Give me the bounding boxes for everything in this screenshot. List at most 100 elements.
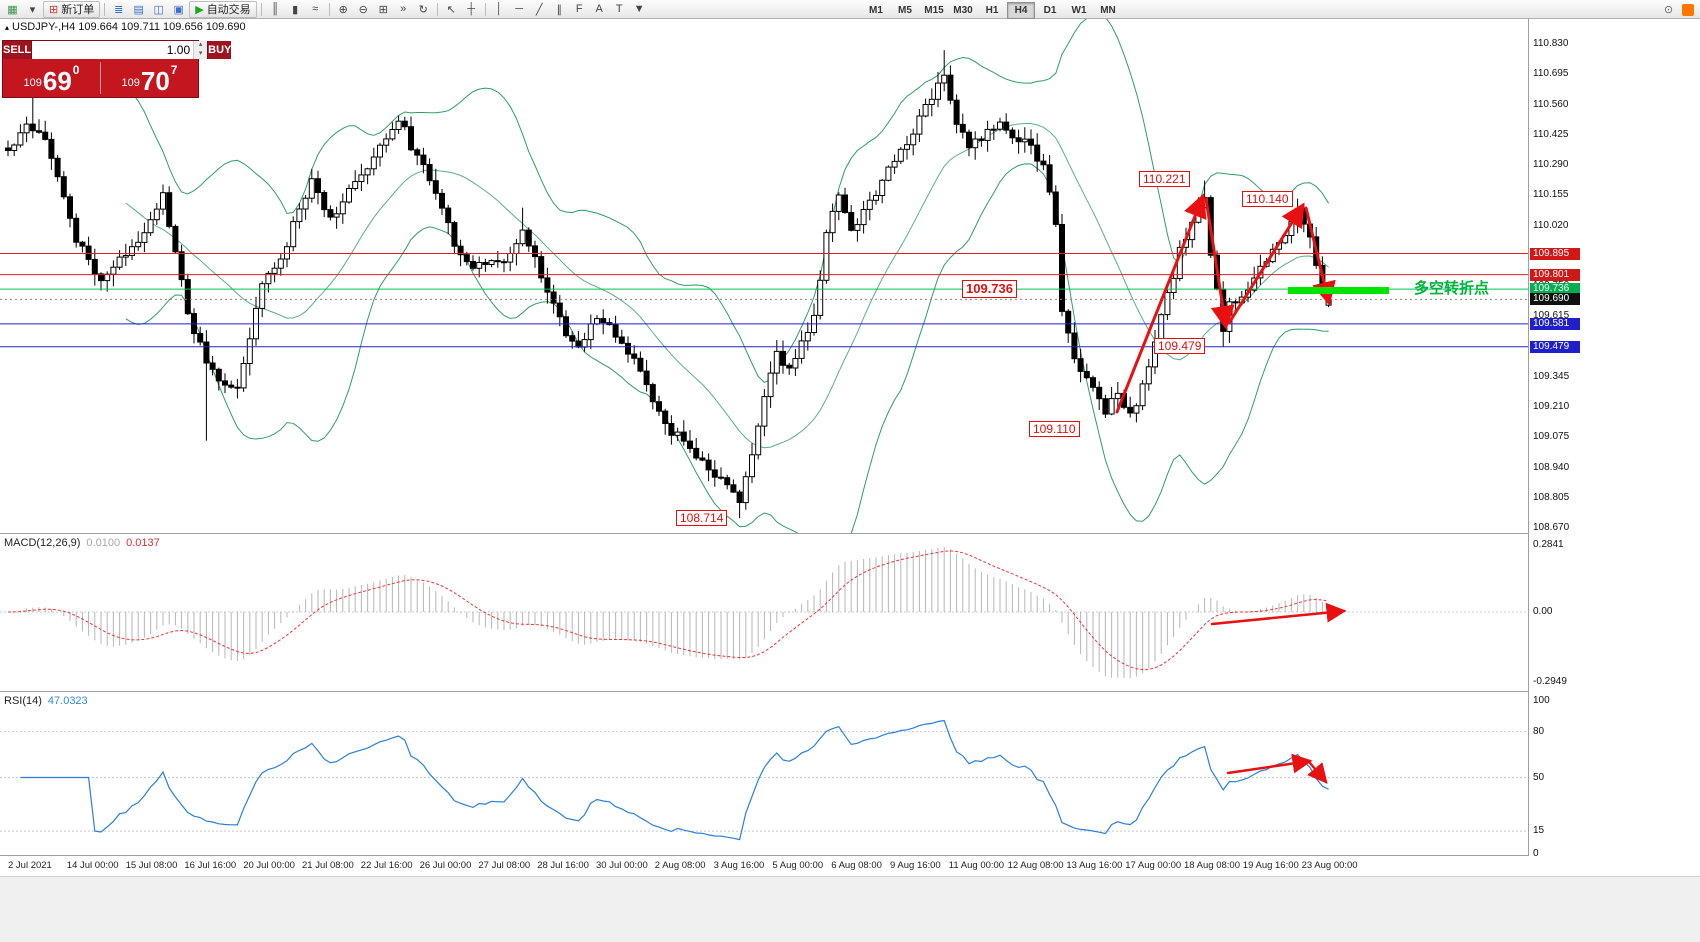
price-annotation[interactable]: 108.714: [676, 510, 728, 526]
price-scale[interactable]: 110.830 110.695 110.560 110.425 110.290 110.1…: [1529, 19, 1700, 859]
bar-chart-type-icon[interactable]: ║: [266, 2, 285, 17]
buy-price-pips: 70: [140, 66, 170, 96]
auto-trading-button[interactable]: ▶ 自动交易: [189, 0, 257, 18]
time-label: 17 Aug 00:00: [1125, 860, 1182, 871]
new-order-button: ⊞: [49, 3, 59, 16]
rsi-scale-tick: 15: [1533, 825, 1545, 837]
auto-scroll-icon[interactable]: »: [394, 2, 413, 17]
timeframe-d1-button[interactable]: D1: [1043, 5, 1057, 16]
fibonacci-icon[interactable]: F: [570, 2, 589, 17]
auto-scroll-icon: »: [400, 3, 407, 15]
price-tick: 110.020: [1533, 219, 1569, 231]
buy-price[interactable]: 109 70 7: [101, 59, 198, 97]
market-watch-icon[interactable]: ≣: [109, 2, 128, 17]
horizontal-line-icon[interactable]: ─: [510, 2, 529, 17]
data-window-icon[interactable]: ▤: [129, 2, 148, 17]
timeframe-w1-button[interactable]: W1: [1071, 5, 1087, 16]
sell-button[interactable]: SELL: [3, 41, 32, 59]
toolbar-separator: [484, 2, 486, 16]
candle-wicks: [7, 50, 1330, 519]
price-annotation[interactable]: 110.140: [1242, 191, 1293, 207]
cursor-icon[interactable]: ↖: [442, 2, 461, 17]
price-annotation[interactable]: 110.221: [1139, 171, 1190, 187]
price-flag: 109.895: [1530, 247, 1580, 260]
rsi-panel[interactable]: [0, 692, 1528, 855]
vertical-line-icon[interactable]: │: [490, 2, 509, 17]
macd-panel[interactable]: [0, 534, 1528, 691]
auto-trading-button-label: 自动交易: [206, 4, 251, 16]
toolbar: ▦ ▾ ⊞ 新订单 ≣ ▤ ◫ ▣ ▶ 自动交易 ║ ▮ ≈ ⊕ ⊖ ⊞» ↻ ↖ ┼ │ ─ ╱ ∥ F A T ▼ M1 M5 M1…: [0, 0, 1700, 19]
price-tick: 109.345: [1533, 370, 1570, 382]
auto-trading-button: ▶: [195, 3, 204, 16]
toolbar-right-icons: ⊙: [1659, 2, 1694, 17]
price-axis-border: [1528, 19, 1529, 856]
timeframe-m5-button[interactable]: M5: [898, 5, 912, 16]
time-label: 28 Jul 16:00: [537, 860, 589, 871]
navigator-icon[interactable]: ◫: [149, 2, 168, 17]
price-flag: 109.736: [1530, 283, 1580, 296]
timeframe-m1-button[interactable]: M1: [869, 5, 883, 16]
sell-price[interactable]: 109 69 0: [3, 59, 100, 97]
volume-input[interactable]: [32, 41, 194, 59]
arrows-dropdown-icon[interactable]: ▼: [630, 2, 649, 17]
tile-windows-icon[interactable]: ⊞: [374, 2, 393, 17]
label-icon[interactable]: T: [610, 2, 629, 17]
time-label: 3 Aug 16:00: [713, 860, 765, 871]
macd-signal-value: 0.0137: [126, 537, 160, 549]
channel-icon[interactable]: ∥: [550, 2, 569, 17]
trendline-icon[interactable]: ╱: [530, 2, 549, 17]
price-tick: 110.830: [1533, 38, 1569, 49]
sell-price-pips: 69: [42, 66, 72, 96]
market-watch-icon: ≣: [114, 3, 124, 16]
main-chart[interactable]: [0, 19, 1528, 533]
turning-point-bar[interactable]: [1288, 287, 1389, 294]
notification-badge-icon[interactable]: [1682, 3, 1694, 16]
price-tick: 108.805: [1533, 491, 1570, 503]
vertical-line-icon: │: [495, 3, 503, 15]
time-label: 2 Aug 08:00: [654, 860, 706, 871]
price-annotation[interactable]: 109.736: [962, 280, 1017, 298]
buy-button[interactable]: BUY: [208, 41, 232, 59]
bollinger-bands: [125, 19, 1330, 533]
zoom-out-icon[interactable]: ⊖: [354, 2, 373, 17]
tile-windows-icon: ⊞: [378, 3, 388, 16]
line-chart-type-icon[interactable]: ≈: [306, 2, 325, 17]
sell-price-point: 0: [72, 63, 80, 77]
volume-spinner: ▴ ▾: [193, 41, 208, 59]
buy-price-figure: 109: [121, 77, 140, 89]
panel-separator[interactable]: [0, 691, 1700, 692]
one-click-trading-panel: SELL ▴ ▾ BUY 109 69 0 109 70 7: [2, 40, 232, 98]
text-icon[interactable]: A: [590, 2, 609, 17]
price-annotation[interactable]: 109.110: [1029, 421, 1080, 437]
volume-down-button[interactable]: ▾: [194, 50, 208, 59]
new-order-button[interactable]: ⊞ 新订单: [43, 0, 101, 18]
data-window-icon: ▤: [133, 3, 144, 16]
terminal-icon[interactable]: ▣: [169, 2, 188, 17]
chart-shift-icon[interactable]: ↻: [414, 2, 433, 17]
crosshair-icon[interactable]: ┼: [462, 2, 481, 17]
time-label: 9 Aug 16:00: [890, 860, 941, 871]
chart-list-dropdown-icon[interactable]: ▾: [23, 2, 42, 17]
turning-point-label[interactable]: 多空转折点: [1414, 280, 1490, 297]
rsi-scale-tick: 50: [1533, 771, 1545, 783]
timeframe-h1-button[interactable]: H1: [985, 5, 999, 16]
zoom-in-icon[interactable]: ⊕: [334, 2, 353, 17]
timeframe-m15-button[interactable]: M15: [924, 5, 944, 16]
panel-separator[interactable]: [0, 533, 1700, 534]
collapse-marker-icon[interactable]: ▴: [5, 23, 10, 32]
candlestick-chart-type-icon[interactable]: ▮: [286, 2, 305, 17]
price-annotation[interactable]: 109.479: [1154, 338, 1206, 354]
toolbar-separator: [104, 2, 106, 16]
search-icon[interactable]: ⊙: [1663, 4, 1674, 16]
timeframe-mn-button[interactable]: MN: [1100, 5, 1116, 16]
timeframe-m30-button[interactable]: M30: [953, 5, 973, 16]
timeframe-h4-button[interactable]: H4: [1007, 2, 1035, 19]
price-tick: 108.670: [1533, 522, 1570, 533]
time-axis[interactable]: 2 Jul 2021 14 Jul 00:00 15 Jul 08:00 16 Jul…: [0, 856, 1700, 876]
new-chart-icon[interactable]: ▦: [3, 2, 22, 17]
time-label: 23 Aug 00:00: [1301, 860, 1358, 871]
macd-signal-line: [7, 550, 1329, 671]
price-tick: 110.290: [1533, 159, 1569, 170]
volume-up-button[interactable]: ▴: [194, 41, 208, 50]
price-flag: 109.801: [1530, 268, 1580, 281]
